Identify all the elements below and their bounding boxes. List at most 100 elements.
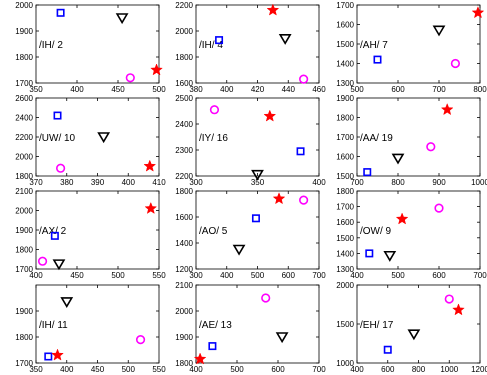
triangle-marker xyxy=(232,244,246,256)
y-tick-label: 1700 xyxy=(15,359,33,368)
y-tick-label: 1800 xyxy=(336,187,354,196)
x-tick-label: 400 xyxy=(312,178,326,187)
y-tick-label: 1600 xyxy=(336,21,354,30)
triangle-marker xyxy=(383,250,397,262)
x-tick-label: 600 xyxy=(381,365,395,374)
x-tick-label: 400 xyxy=(189,365,203,374)
x-tick-label: 420 xyxy=(251,85,265,94)
panel-label: /IY/ 16 xyxy=(199,133,228,144)
y-tick-label: 1800 xyxy=(175,359,193,368)
panel-4: 370 380 390 400 410 1800 2000 2200 2400 2600/UW/ … xyxy=(15,94,166,187)
x-tick-label: 400 xyxy=(220,85,234,94)
circle-marker xyxy=(37,256,48,266)
square-marker xyxy=(365,249,374,258)
panel-label: /AA/ 19 xyxy=(360,133,393,144)
y-tick-label: 2100 xyxy=(15,187,33,196)
square-marker xyxy=(208,342,217,351)
y-tick-label: 2200 xyxy=(15,133,33,142)
y-tick-label: 2400 xyxy=(15,114,33,123)
y-tick-label: 2100 xyxy=(175,281,193,290)
panel-8: 300 400 500 600 700 1200 1400 1600 1800/AO/ 5 xyxy=(175,187,326,280)
y-tick-label: 2000 xyxy=(336,281,354,290)
y-tick-label: 1800 xyxy=(175,53,193,62)
y-tick-label: 1500 xyxy=(336,172,354,181)
y-tick-label: 1800 xyxy=(15,172,33,181)
y-tick-label: 1200 xyxy=(175,265,193,274)
x-tick-label: 550 xyxy=(152,365,166,374)
square-marker xyxy=(215,36,224,45)
x-tick-label: 450 xyxy=(70,271,84,280)
x-tick-label: 350 xyxy=(29,85,43,94)
y-tick-label: 1400 xyxy=(336,249,354,258)
x-tick-label: 600 xyxy=(271,365,285,374)
panel-7: 400 450 500 550 1700 1800 1900 2000 2100/AX/ 2 xyxy=(15,187,166,280)
circle-marker xyxy=(125,73,135,83)
x-tick-label: 500 xyxy=(350,85,364,94)
panel-9: 400 500 600 700 1300 1400 1500 1600 1700 1800/OW/… xyxy=(336,187,487,280)
y-tick-label: 1600 xyxy=(336,153,354,162)
square-marker xyxy=(296,147,305,156)
y-tick-label: 2400 xyxy=(175,120,193,129)
y-tick-label: 2200 xyxy=(175,172,193,181)
circle-marker xyxy=(450,58,461,69)
panel-11: 400 500 600 700 1800 1900 2000 2100/AE/ 13 xyxy=(175,281,326,374)
x-tick-label: 450 xyxy=(91,365,105,374)
x-tick-label: 400 xyxy=(70,85,84,94)
x-tick-label: 500 xyxy=(391,271,405,280)
panel-label: /IH/ 4 xyxy=(199,40,223,51)
x-tick-label: 410 xyxy=(152,178,166,187)
x-tick-label: 500 xyxy=(251,271,265,280)
y-tick-label: 2300 xyxy=(175,146,193,155)
y-tick-label: 1800 xyxy=(175,187,193,196)
y-tick-label: 1900 xyxy=(15,27,33,36)
panel-3: 500 600 700 800 1300 1400 1500 1600 1700/AH/ 7 xyxy=(336,1,487,94)
panel-label: /AH/ 7 xyxy=(360,40,388,51)
triangle-marker xyxy=(432,25,446,37)
y-tick-label: 1900 xyxy=(336,94,354,103)
y-tick-label: 1800 xyxy=(15,246,33,255)
triangle-marker xyxy=(278,33,292,45)
star-marker xyxy=(150,63,163,76)
x-tick-label: 700 xyxy=(312,365,326,374)
x-tick-label: 1200 xyxy=(471,365,487,374)
x-tick-label: 700 xyxy=(312,271,326,280)
y-tick-label: 1900 xyxy=(15,226,33,235)
circle-marker xyxy=(434,203,444,213)
x-tick-label: 400 xyxy=(122,178,136,187)
x-tick-label: 700 xyxy=(432,85,446,94)
triangle-marker xyxy=(251,169,264,181)
y-tick-label: 1800 xyxy=(15,53,33,62)
x-tick-label: 350 xyxy=(29,365,43,374)
square-marker xyxy=(56,8,65,17)
panel-2: 380 400 420 440 460 1600 1800 2000 2200/IH/ 4 xyxy=(175,1,326,94)
y-tick-label: 2000 xyxy=(15,207,33,216)
y-tick-label: 1500 xyxy=(336,40,354,49)
x-tick-label: 700 xyxy=(473,271,487,280)
x-tick-label: 390 xyxy=(91,178,105,187)
x-tick-label: 300 xyxy=(189,178,203,187)
triangle-marker xyxy=(407,329,421,341)
x-tick-label: 800 xyxy=(473,85,487,94)
y-tick-label: 1900 xyxy=(175,333,193,342)
circle-marker xyxy=(209,105,220,115)
triangle-marker xyxy=(275,332,289,344)
panel-label: /IH/ 11 xyxy=(39,320,68,331)
panel-5: 300 350 400 2200 2300 2400 2500/IY/ 16 xyxy=(175,94,326,187)
square-marker xyxy=(53,111,62,120)
x-tick-label: 400 xyxy=(350,365,364,374)
square-marker xyxy=(251,214,260,223)
square-marker xyxy=(44,352,53,361)
x-tick-label: 700 xyxy=(350,178,364,187)
y-tick-label: 2000 xyxy=(175,27,193,36)
star-marker xyxy=(471,6,485,19)
circle-marker xyxy=(261,293,271,303)
panel-12: 400 600 800 1000 1200 1000 1500 2000/EH/ 17 xyxy=(336,281,487,374)
y-tick-label: 1300 xyxy=(336,265,354,274)
y-tick-label: 1400 xyxy=(336,60,354,69)
circle-marker xyxy=(55,163,66,173)
panel-1: 350 400 450 500 1700 1800 1900 2000/IH/ 2 xyxy=(15,1,166,94)
y-tick-label: 1600 xyxy=(336,218,354,227)
star-marker xyxy=(440,103,454,116)
y-tick-label: 2000 xyxy=(15,153,33,162)
y-tick-label: 1600 xyxy=(175,213,193,222)
